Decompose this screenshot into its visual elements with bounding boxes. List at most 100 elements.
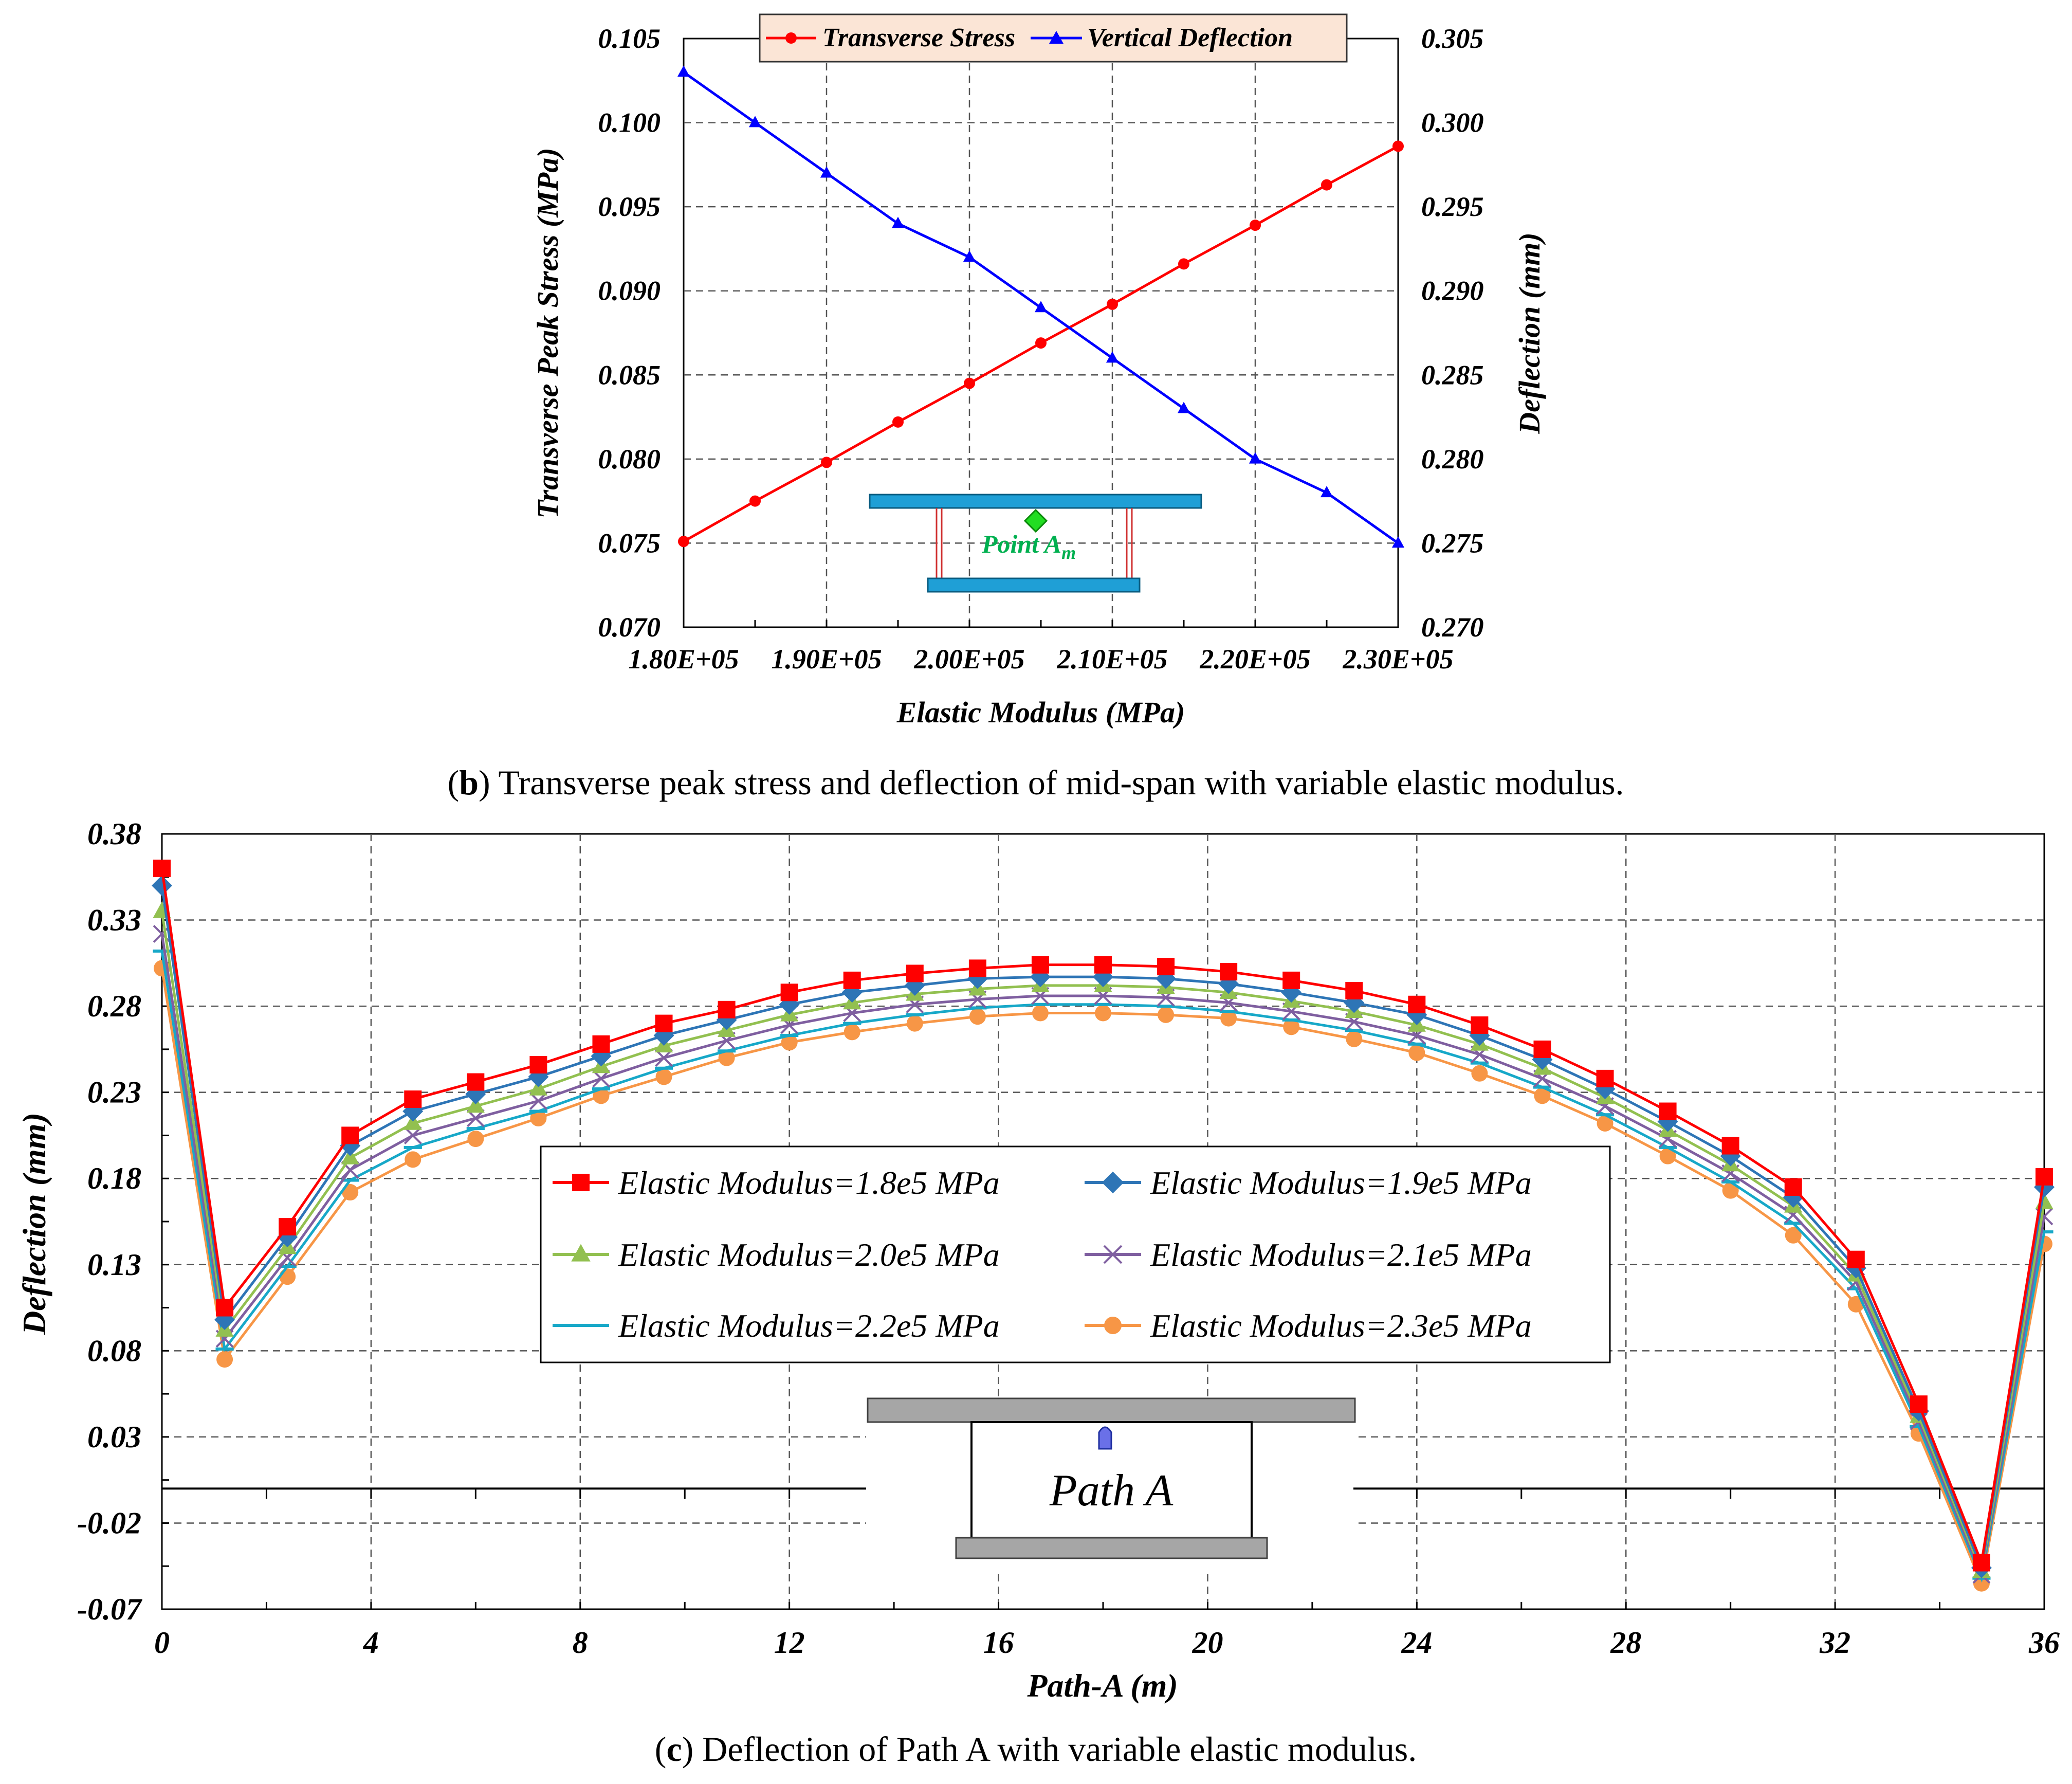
panel-b-point-stress bbox=[821, 457, 832, 468]
panel-c-point-series-4 bbox=[1219, 1010, 1238, 1013]
panel-b-point-stress bbox=[1035, 337, 1047, 349]
panel-c-point-series-0 bbox=[1721, 1137, 1739, 1155]
panel-c-point-series-4 bbox=[1345, 1029, 1363, 1032]
panel-c-point-series-0 bbox=[467, 1073, 485, 1091]
panel-c-point-series-4 bbox=[843, 1022, 861, 1025]
panel-c-legend: Elastic Modulus=1.8e5 MPa Elastic Modulus… bbox=[540, 1145, 1611, 1363]
panel-c-point-series-0 bbox=[1596, 1069, 1614, 1087]
panel-c-inset-section: Path A bbox=[866, 1397, 1356, 1570]
legend-label-vertical-deflection: Vertical Deflection bbox=[1087, 23, 1293, 52]
panel-b-y-left-tick-label: 0.090 bbox=[598, 276, 661, 306]
panel-c-y-tick-label: 0.18 bbox=[87, 1161, 141, 1195]
panel-c-point-series-5 bbox=[1471, 1065, 1488, 1082]
panel-c-point-series-0 bbox=[906, 964, 924, 982]
panel-b-x-axis-title: Elastic Modulus (MPa) bbox=[896, 696, 1185, 729]
panel-c-point-series-2 bbox=[404, 1113, 422, 1130]
panel-c-point-series-5 bbox=[1032, 1005, 1049, 1022]
panel-c-point-series-5 bbox=[1534, 1087, 1551, 1104]
panel-c-point-series-0 bbox=[1471, 1016, 1489, 1034]
panel-c-y-tick-label: 0.33 bbox=[87, 903, 141, 937]
panel-c-point-series-0 bbox=[1533, 1040, 1551, 1058]
panel-c-point-series-5 bbox=[1220, 1010, 1237, 1027]
panel-c-caption: (c) Deflection of Path A with variable e… bbox=[655, 1730, 1417, 1769]
panel-b-point-stress bbox=[964, 377, 975, 389]
panel-c-legend-label-2: Elastic Modulus=2.0e5 MPa bbox=[618, 1236, 1000, 1273]
inset-c-top-flange bbox=[867, 1397, 1356, 1423]
inset-c-sensor bbox=[1098, 1426, 1112, 1450]
panel-b-point-stress bbox=[749, 495, 761, 507]
panel-c-y-tick-label: -0.07 bbox=[77, 1592, 142, 1626]
panel-c-point-series-5 bbox=[1158, 1006, 1175, 1023]
panel-c-x-tick-label: 12 bbox=[774, 1626, 805, 1660]
panel-c-point-series-4 bbox=[780, 1034, 799, 1037]
panel-c-y-tick-label: 0.13 bbox=[87, 1248, 141, 1282]
panel-b-point-stress bbox=[1250, 220, 1261, 231]
panel-c-point-series-0 bbox=[341, 1126, 359, 1144]
panel-c-chart: 0 4 8 12 16 20 24 28 32 36 -0.07 -0.02 0.03 0.08 0.13… bbox=[16, 817, 2060, 1769]
panel-c-x-tick-label: 32 bbox=[1819, 1626, 1850, 1660]
panel-b-point-deflection bbox=[820, 166, 833, 178]
panel-c-x-tick-label: 28 bbox=[1610, 1626, 1641, 1660]
panel-b-caption-letter: b bbox=[459, 763, 479, 802]
panel-c-point-series-5 bbox=[655, 1068, 672, 1085]
panel-c-point-series-5 bbox=[844, 1024, 860, 1041]
panel-b-x-tick-label: 2.10E+05 bbox=[1056, 644, 1167, 675]
panel-b-y-right-tick-label: 0.290 bbox=[1421, 276, 1484, 306]
panel-b-point-deflection bbox=[1391, 536, 1405, 548]
panel-c-point-series-0 bbox=[279, 1218, 297, 1236]
panel-b-y-axis-title-left: Transverse Peak Stress (MPa) bbox=[531, 148, 564, 518]
panel-c-point-series-0 bbox=[1031, 956, 1049, 974]
panel-b-y-left-tick-label: 0.100 bbox=[598, 107, 661, 138]
panel-c-x-tick-label: 0 bbox=[154, 1626, 170, 1660]
inset-top-flange bbox=[869, 494, 1202, 509]
panel-c-point-series-0 bbox=[1094, 956, 1112, 974]
panel-c-point-series-5 bbox=[906, 1015, 923, 1032]
panel-b-point-stress bbox=[1321, 179, 1332, 191]
panel-c-point-series-4 bbox=[466, 1127, 485, 1131]
panel-c-y-axis-title: Deflection (mm) bbox=[16, 1113, 52, 1335]
panel-c-legend-label-1: Elastic Modulus=1.9e5 MPa bbox=[1150, 1164, 1532, 1201]
panel-c-x-tick-label: 8 bbox=[573, 1626, 588, 1660]
panel-c-y-tick-label: 0.03 bbox=[87, 1420, 141, 1454]
panel-b-point-deflection bbox=[1249, 452, 1262, 464]
panel-c-legend-marker-3 bbox=[1103, 1245, 1123, 1264]
panel-c-point-series-4 bbox=[592, 1087, 611, 1090]
panel-c-point-series-0 bbox=[529, 1056, 547, 1074]
panel-b-y-left-tick-label: 0.075 bbox=[598, 527, 661, 558]
panel-b-legend: Transverse Stress Vertical Deflection bbox=[759, 13, 1348, 63]
panel-b-point-stress bbox=[1392, 140, 1404, 152]
panel-c-point-series-0 bbox=[1157, 958, 1175, 976]
panel-b-caption: (b) Transverse peak stress and deflectio… bbox=[448, 763, 1624, 802]
panel-b-point-deflection bbox=[748, 116, 762, 128]
panel-c-point-series-2 bbox=[466, 1096, 485, 1113]
panel-c-legend-box bbox=[540, 1145, 1611, 1363]
panel-c-point-series-5 bbox=[216, 1351, 233, 1368]
panel-c-point-series-0 bbox=[1282, 971, 1300, 989]
panel-c-point-series-0 bbox=[1784, 1178, 1802, 1196]
inset-c-path-label: Path A bbox=[1049, 1466, 1174, 1516]
panel-c-point-series-0 bbox=[153, 860, 171, 878]
panel-c-point-series-5 bbox=[1659, 1148, 1676, 1164]
panel-c-point-series-0 bbox=[1408, 995, 1426, 1013]
inset-c-bottom-flange bbox=[955, 1537, 1268, 1559]
panel-c-point-series-0 bbox=[216, 1299, 234, 1317]
panel-c-x-axis-title: Path-A (m) bbox=[1026, 1667, 1178, 1704]
panel-b-x-tick-label: 1.90E+05 bbox=[771, 644, 882, 675]
panel-b-y-right-tick-label: 0.295 bbox=[1421, 191, 1484, 222]
panel-b-point-deflection bbox=[677, 65, 690, 77]
panel-c-point-series-4 bbox=[278, 1265, 297, 1268]
panel-c-point-series-5 bbox=[1408, 1044, 1425, 1061]
panel-c-point-series-0 bbox=[968, 959, 986, 977]
panel-b-inset-section: Point Am bbox=[869, 494, 1202, 593]
panel-c-point-series-4 bbox=[968, 1006, 987, 1010]
panel-b-y-right-tick-label: 0.280 bbox=[1421, 444, 1484, 475]
panel-c-y-tick-label: 0.08 bbox=[87, 1334, 141, 1368]
panel-b-y-left-tick-label: 0.085 bbox=[598, 359, 661, 390]
panel-b-y-axis-title-right: Deflection (mm) bbox=[1513, 232, 1546, 434]
point-am-marker bbox=[1023, 508, 1048, 533]
panel-c-point-series-0 bbox=[404, 1090, 422, 1108]
panel-b-y-left-tick-label: 0.105 bbox=[598, 23, 661, 54]
panel-c-point-series-4 bbox=[1533, 1085, 1552, 1089]
panel-b-x-tick-label: 2.30E+05 bbox=[1342, 644, 1453, 675]
